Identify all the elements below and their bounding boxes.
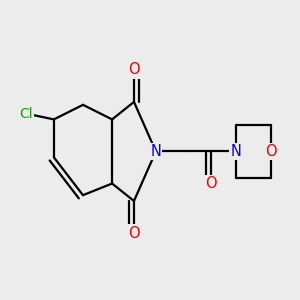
- Text: O: O: [128, 62, 140, 77]
- Text: O: O: [206, 176, 217, 191]
- Text: Cl: Cl: [19, 106, 33, 121]
- Text: N: N: [150, 144, 161, 159]
- Text: N: N: [230, 144, 242, 159]
- Text: O: O: [128, 226, 140, 241]
- Text: O: O: [265, 144, 277, 159]
